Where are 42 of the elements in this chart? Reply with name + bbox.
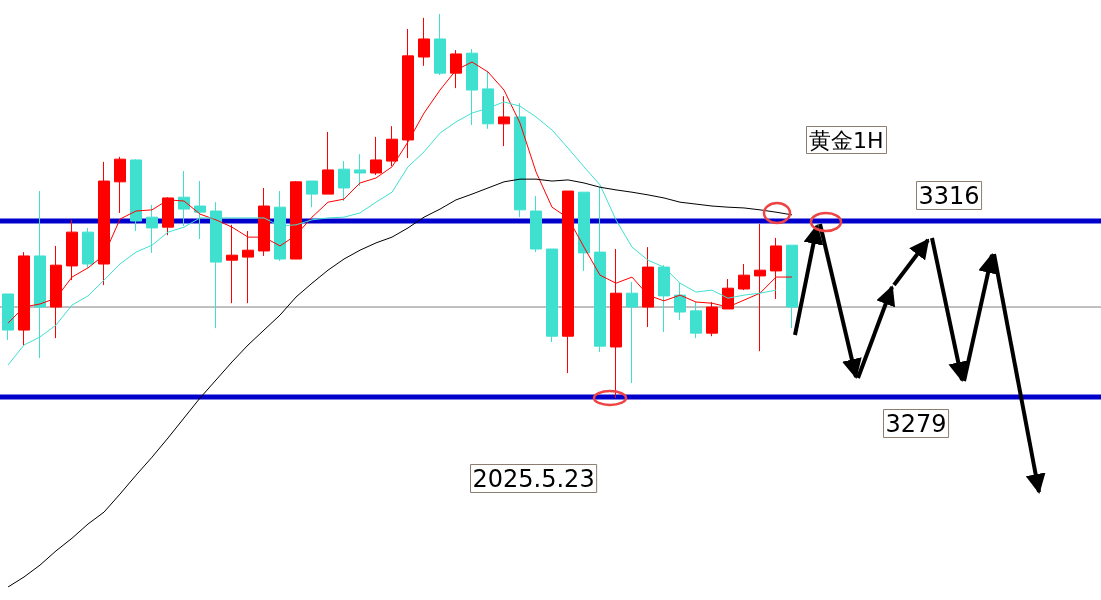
text: 黄金1H <box>809 127 884 153</box>
candlestick <box>226 224 238 304</box>
candlestick <box>210 201 222 329</box>
candlestick <box>82 227 94 269</box>
candlestick <box>722 278 734 310</box>
candlestick <box>434 13 446 76</box>
candlestick <box>194 180 206 240</box>
candlestick <box>178 170 190 227</box>
candlestick <box>290 180 302 260</box>
candlestick <box>146 204 158 254</box>
candlestick <box>498 95 510 147</box>
candlestick <box>418 17 430 67</box>
candlestick <box>258 187 270 257</box>
candlestick <box>594 186 606 353</box>
candlestick <box>130 158 142 232</box>
candlestick <box>578 191 590 272</box>
candlestick <box>770 237 782 300</box>
candlestick <box>114 156 126 214</box>
candlestick <box>674 282 686 321</box>
candlestick <box>242 230 254 304</box>
candlestick <box>306 180 318 208</box>
text: 3279 <box>885 409 947 438</box>
candlestick <box>386 125 398 167</box>
candlestick <box>370 136 382 176</box>
candlestick <box>322 131 334 195</box>
candlestick <box>690 301 702 339</box>
candlestick <box>274 190 286 262</box>
candlestick <box>626 281 638 384</box>
candlestick <box>354 153 366 187</box>
text: 2025.5.23 <box>472 464 595 493</box>
candlestick <box>530 195 542 253</box>
candlestick <box>98 161 110 286</box>
candlestick <box>338 160 350 202</box>
candlestick <box>738 263 750 291</box>
candlestick <box>786 244 798 329</box>
candlestick <box>658 264 670 333</box>
candlestick <box>34 190 46 359</box>
candlestick <box>2 293 14 341</box>
candlestick <box>162 196 174 236</box>
candlestick <box>66 219 78 281</box>
candlestick <box>546 248 558 343</box>
text: 3316 <box>918 181 980 210</box>
